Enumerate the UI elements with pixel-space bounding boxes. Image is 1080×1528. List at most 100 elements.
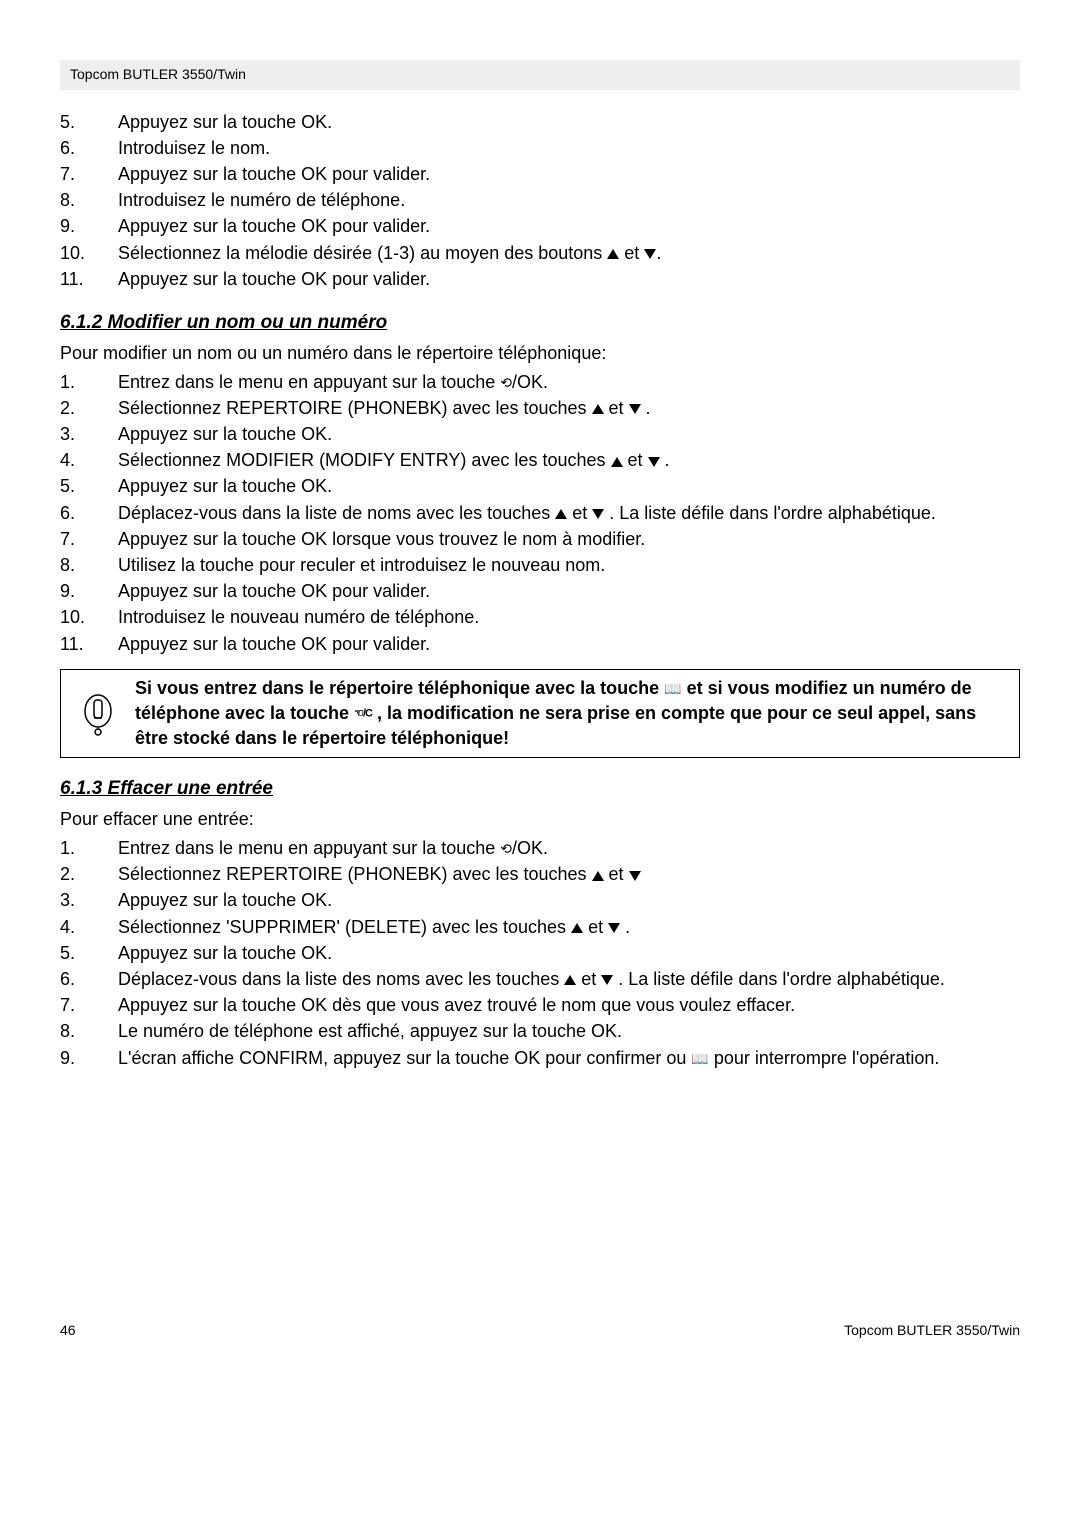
list-item-number: 5. (60, 941, 118, 966)
list-1: 5.Appuyez sur la touche OK.6.Introduisez… (60, 110, 1020, 292)
list-item-number: 9. (60, 579, 118, 604)
list-item-text: Appuyez sur la touche OK pour valider. (118, 267, 1020, 292)
section-intro-612: Pour modifier un nom ou un numéro dans l… (60, 341, 1020, 366)
list-item-text: Introduisez le nom. (118, 136, 1020, 161)
list-item-number: 6. (60, 136, 118, 161)
list-item: 1.Entrez dans le menu en appuyant sur la… (60, 836, 1020, 861)
list-item-number: 8. (60, 1019, 118, 1044)
book-icon: 📖 (664, 680, 681, 696)
triangle-up-icon (592, 404, 604, 414)
triangle-down-icon (629, 404, 641, 414)
menu-ok-icon: ⟲ (500, 841, 512, 857)
list-item: 2.Sélectionnez REPERTOIRE (PHONEBK) avec… (60, 396, 1020, 421)
menu-ok-icon: ⟲ (500, 374, 512, 390)
list-item: 9.L'écran affiche CONFIRM, appuyez sur l… (60, 1046, 1020, 1071)
list-item-number: 6. (60, 501, 118, 526)
list-item-number: 1. (60, 370, 118, 395)
list-item: 6.Déplacez-vous dans la liste des noms a… (60, 967, 1020, 992)
list-item: 11.Appuyez sur la touche OK pour valider… (60, 632, 1020, 657)
list-item-number: 9. (60, 214, 118, 239)
book-icon: 📖 (691, 1050, 708, 1066)
list-item-number: 8. (60, 188, 118, 213)
triangle-down-icon (644, 249, 656, 259)
list-item-text: Sélectionnez 'SUPPRIMER' (DELETE) avec l… (118, 915, 1020, 940)
list-item-number: 10. (60, 605, 118, 630)
list-item-text: Déplacez-vous dans la liste des noms ave… (118, 967, 1020, 992)
list-item: 5.Appuyez sur la touche OK. (60, 941, 1020, 966)
list-item-text: Entrez dans le menu en appuyant sur la t… (118, 370, 1020, 395)
list-item-number: 8. (60, 553, 118, 578)
list-item-text: Appuyez sur la touche OK lorsque vous tr… (118, 527, 1020, 552)
triangle-down-icon (592, 509, 604, 519)
list-item-number: 11. (60, 267, 118, 292)
list-item-text: Utilisez la touche pour reculer et intro… (118, 553, 1020, 578)
list-item-number: 4. (60, 915, 118, 940)
list-item: 6.Introduisez le nom. (60, 136, 1020, 161)
list-item-number: 3. (60, 422, 118, 447)
list-item-number: 9. (60, 1046, 118, 1071)
section-heading-613: 6.1.3 Effacer une entrée (60, 776, 1020, 803)
list-item-text: Appuyez sur la touche OK. (118, 941, 1020, 966)
list-item-text: Appuyez sur la touche OK dès que vous av… (118, 993, 1020, 1018)
triangle-down-icon (608, 923, 620, 933)
list-item-text: Introduisez le numéro de téléphone. (118, 188, 1020, 213)
header-bar: Topcom BUTLER 3550/Twin (60, 60, 1020, 90)
list-item: 7.Appuyez sur la touche OK dès que vous … (60, 993, 1020, 1018)
list-item-number: 2. (60, 396, 118, 421)
list-item-number: 7. (60, 162, 118, 187)
list-item-text: Introduisez le nouveau numéro de télépho… (118, 605, 1020, 630)
triangle-up-icon (564, 975, 576, 985)
list-item: 2.Sélectionnez REPERTOIRE (PHONEBK) avec… (60, 862, 1020, 887)
list-item-number: 7. (60, 527, 118, 552)
list-item-text: Entrez dans le menu en appuyant sur la t… (118, 836, 1020, 861)
triangle-up-icon (571, 923, 583, 933)
list-item-text: Déplacez-vous dans la liste de noms avec… (118, 501, 1020, 526)
list-item: 10.Introduisez le nouveau numéro de télé… (60, 605, 1020, 630)
list-item: 5.Appuyez sur la touche OK. (60, 110, 1020, 135)
list-item: 7.Appuyez sur la touche OK lorsque vous … (60, 527, 1020, 552)
list-item: 3.Appuyez sur la touche OK. (60, 422, 1020, 447)
list-item-text: Appuyez sur la touche OK pour valider. (118, 214, 1020, 239)
list-item: 3.Appuyez sur la touche OK. (60, 888, 1020, 913)
list-item-text: Appuyez sur la touche OK. (118, 474, 1020, 499)
list-item: 10.Sélectionnez la mélodie désirée (1-3)… (60, 241, 1020, 266)
list-item-number: 5. (60, 110, 118, 135)
triangle-down-icon (629, 871, 641, 881)
footer-title: Topcom BUTLER 3550/Twin (844, 1321, 1020, 1341)
triangle-down-icon (601, 975, 613, 985)
list-item-number: 11. (60, 632, 118, 657)
list-item-text: Appuyez sur la touche OK pour valider. (118, 579, 1020, 604)
triangle-down-icon (648, 457, 660, 467)
callout-text: Si vous entrez dans le répertoire téléph… (135, 676, 1007, 752)
list-item: 1.Entrez dans le menu en appuyant sur la… (60, 370, 1020, 395)
list-item: 9.Appuyez sur la touche OK pour valider. (60, 579, 1020, 604)
list-item: 4.Sélectionnez MODIFIER (MODIFY ENTRY) a… (60, 448, 1020, 473)
triangle-up-icon (607, 249, 619, 259)
list-item-text: Sélectionnez MODIFIER (MODIFY ENTRY) ave… (118, 448, 1020, 473)
section-intro-613: Pour effacer une entrée: (60, 807, 1020, 832)
list-item: 8.Le numéro de téléphone est affiché, ap… (60, 1019, 1020, 1044)
callout-box: Si vous entrez dans le répertoire téléph… (60, 669, 1020, 759)
arc-icon: ☜/C (354, 707, 372, 719)
page-number: 46 (60, 1321, 76, 1341)
list-item: 5.Appuyez sur la touche OK. (60, 474, 1020, 499)
list-item-text: Appuyez sur la touche OK. (118, 422, 1020, 447)
section-heading-612: 6.1.2 Modifier un nom ou un numéro (60, 310, 1020, 337)
list-item-text: Sélectionnez REPERTOIRE (PHONEBK) avec l… (118, 396, 1020, 421)
list-item-number: 2. (60, 862, 118, 887)
list-item-number: 7. (60, 993, 118, 1018)
triangle-up-icon (592, 871, 604, 881)
list-item: 6.Déplacez-vous dans la liste de noms av… (60, 501, 1020, 526)
info-icon (73, 691, 123, 737)
list-item-number: 6. (60, 967, 118, 992)
list-item-text: Sélectionnez la mélodie désirée (1-3) au… (118, 241, 1020, 266)
footer: 46 Topcom BUTLER 3550/Twin (60, 1321, 1020, 1341)
list-item-text: Appuyez sur la touche OK pour valider. (118, 632, 1020, 657)
callout-pre: Si vous entrez dans le répertoire téléph… (135, 678, 664, 698)
list-item: 9.Appuyez sur la touche OK pour valider. (60, 214, 1020, 239)
list-item-text: Appuyez sur la touche OK pour valider. (118, 162, 1020, 187)
list-item-text: L'écran affiche CONFIRM, appuyez sur la … (118, 1046, 1020, 1071)
list-item-number: 5. (60, 474, 118, 499)
list-item-text: Le numéro de téléphone est affiché, appu… (118, 1019, 1020, 1044)
list-item-number: 10. (60, 241, 118, 266)
